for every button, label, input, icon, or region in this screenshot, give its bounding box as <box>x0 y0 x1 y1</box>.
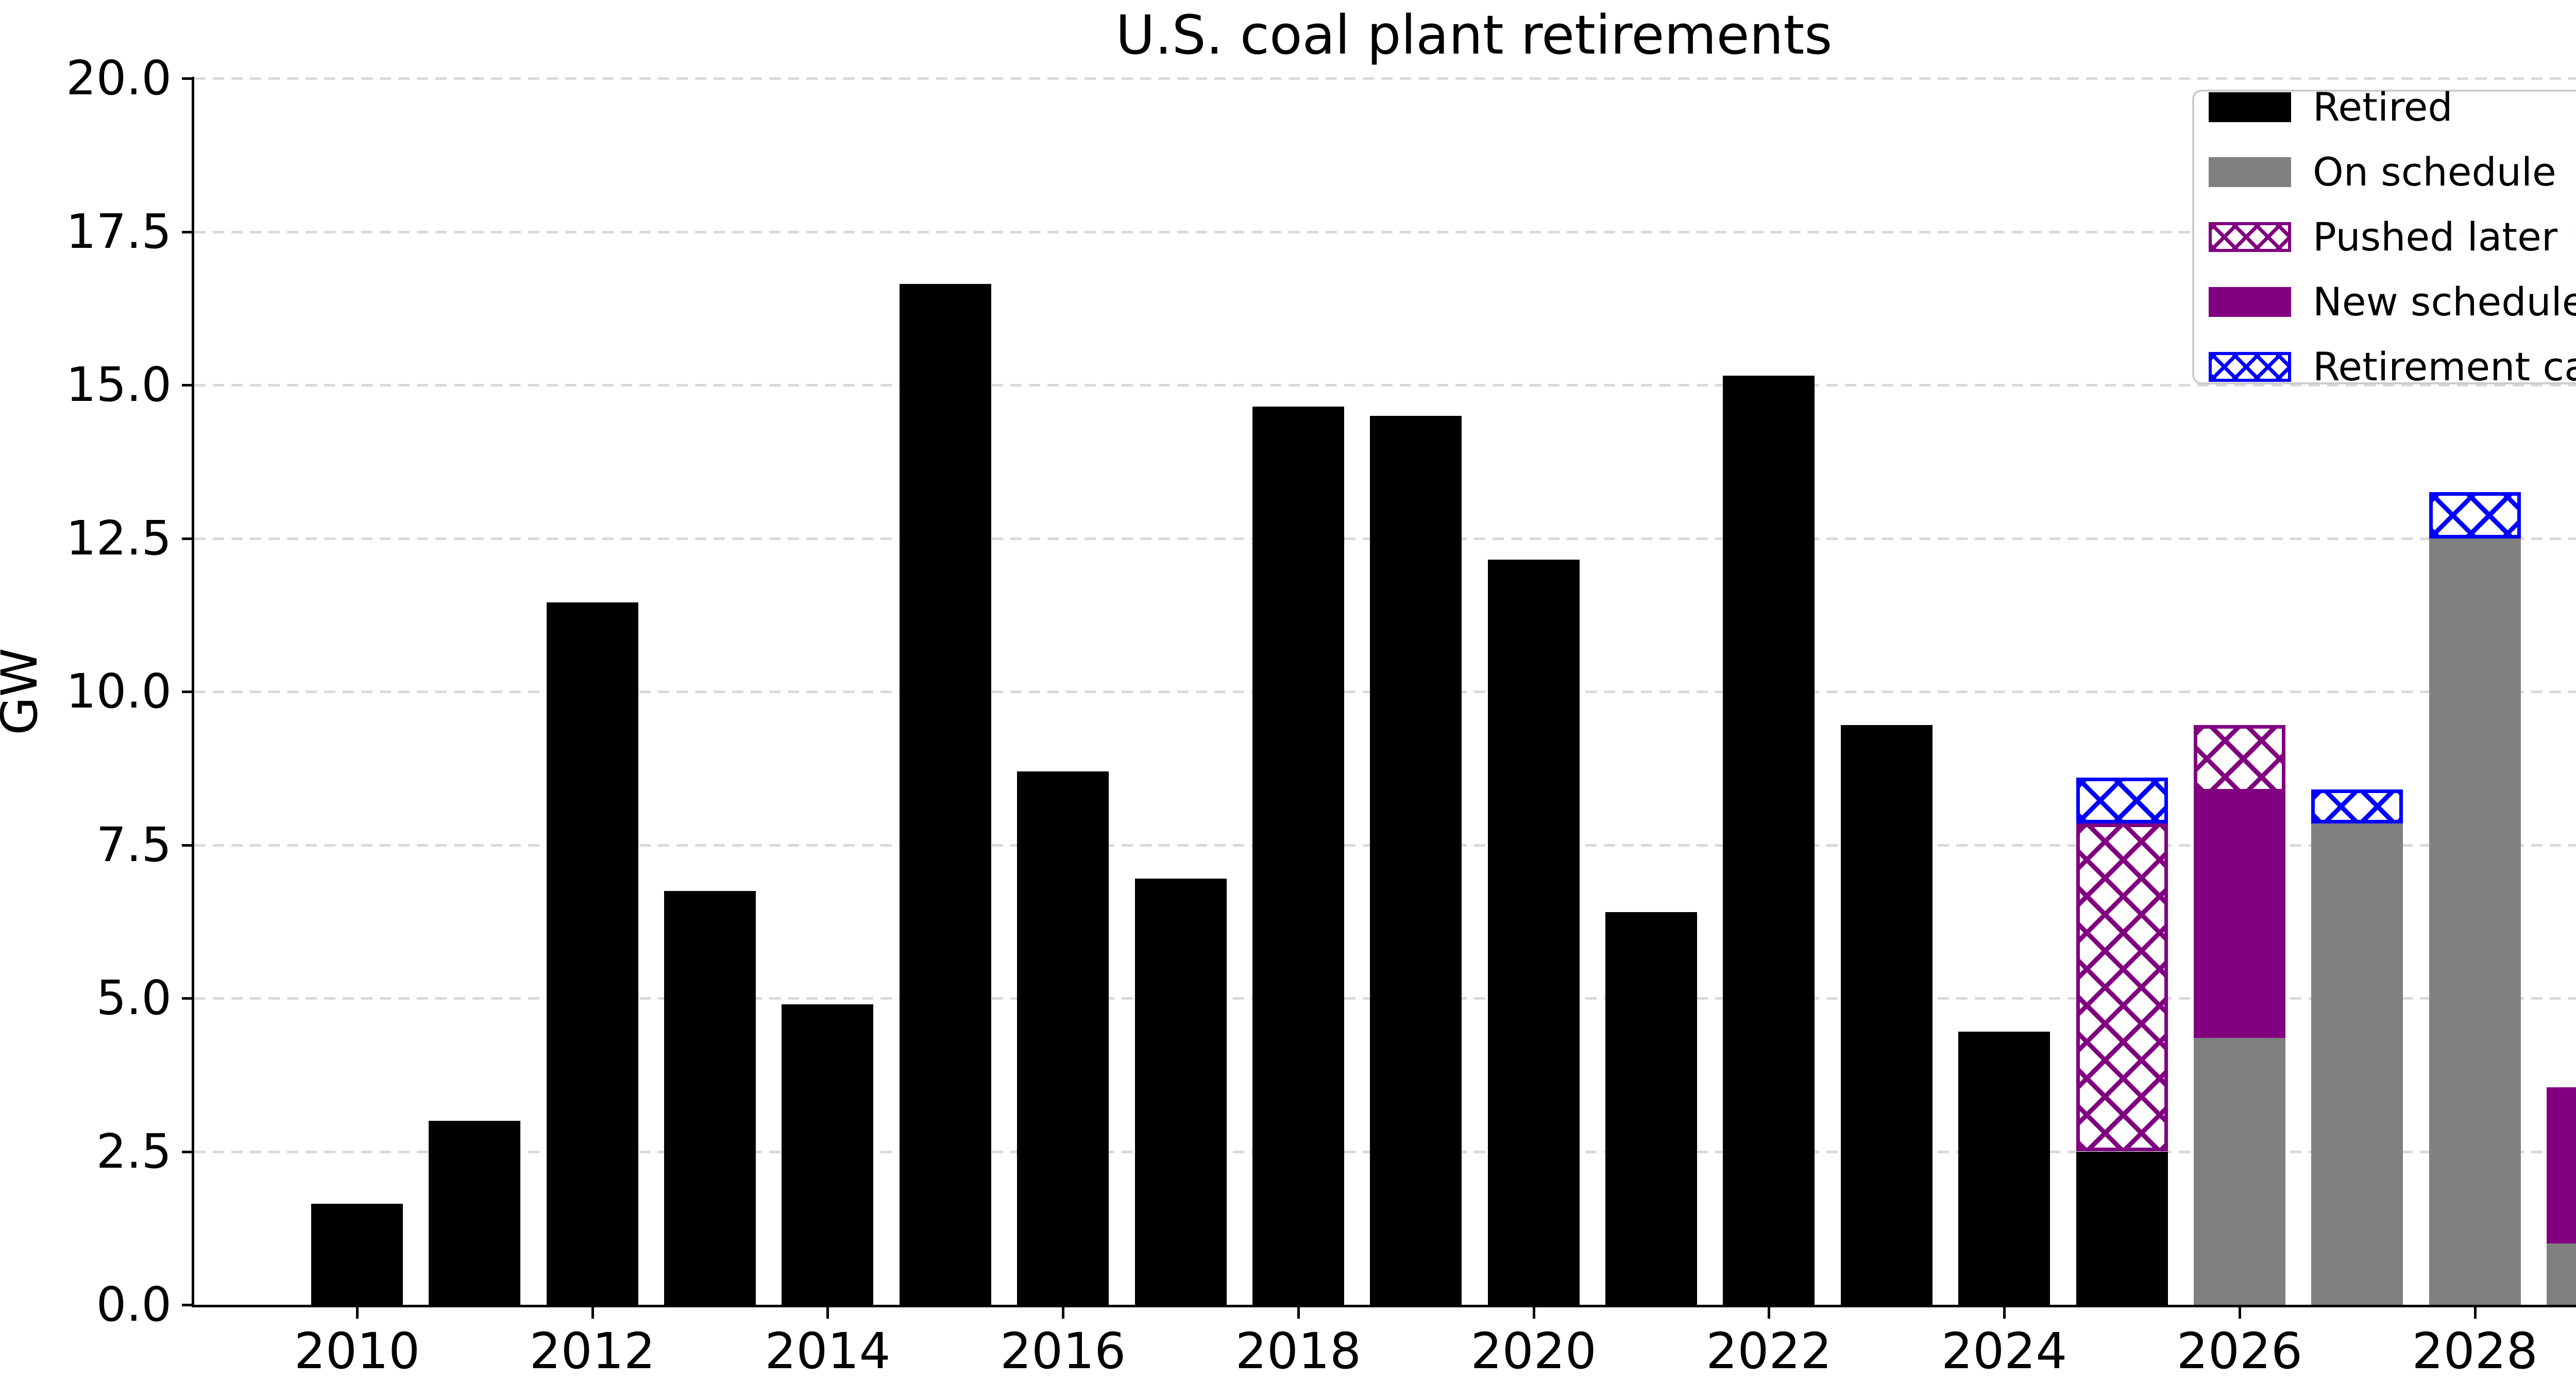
bar-2016-retired <box>1017 771 1109 1305</box>
bar-2021-retired <box>1605 912 1698 1305</box>
x-tick-label: 2016 <box>1000 1322 1126 1380</box>
legend-label: Pushed later <box>2313 214 2558 260</box>
bar-2027-on_schedule <box>2311 823 2403 1305</box>
x-tick-mark <box>826 1306 829 1319</box>
x-tick-label: 2010 <box>294 1322 420 1380</box>
legend: Retired On schedule Pushed later New schedu… <box>2192 88 2576 386</box>
bar-2013-retired <box>664 890 756 1305</box>
y-tick-mark <box>182 844 194 847</box>
legend-swatch-cancelled <box>2209 352 2291 382</box>
legend-item-pushed_later: Pushed later <box>2209 217 2576 257</box>
bar-2010-retired <box>311 1203 403 1305</box>
chart-title: U.S. coal plant retirements <box>1115 4 1833 66</box>
bar-2029-on_schedule <box>2547 1243 2576 1305</box>
bar-2028-cancelled <box>2429 492 2521 538</box>
gridline-y-15.0 <box>194 384 2576 386</box>
bar-2017-retired <box>1134 878 1227 1305</box>
x-tick-label: 2014 <box>765 1322 891 1380</box>
x-tick-mark <box>2473 1306 2477 1319</box>
x-tick-mark <box>1768 1306 1771 1319</box>
y-axis-line <box>192 77 194 1307</box>
x-tick-label: 2018 <box>1235 1322 1362 1380</box>
bar-2026-new_schedule <box>2193 793 2285 1038</box>
legend-label: On schedule <box>2313 149 2556 195</box>
bar-2027-cancelled <box>2311 789 2403 823</box>
y-tick-label: 15.0 <box>66 357 172 412</box>
y-tick-label: 5.0 <box>96 970 172 1025</box>
y-tick-label: 12.5 <box>66 510 172 566</box>
x-tick-label: 2020 <box>1470 1322 1597 1380</box>
x-tick-label: 2026 <box>2176 1322 2303 1380</box>
legend-label: New schedule <box>2313 279 2576 325</box>
legend-swatch-on_schedule <box>2209 157 2291 187</box>
y-tick-mark <box>182 997 194 1000</box>
gridline-y-20.0 <box>194 77 2576 80</box>
y-tick-mark <box>182 384 194 386</box>
y-tick-mark <box>182 230 194 233</box>
bar-2022-retired <box>1723 376 1815 1305</box>
legend-item-on_schedule: On schedule <box>2209 153 2576 192</box>
bar-2019-retired <box>1370 415 1462 1305</box>
x-tick-mark <box>2003 1306 2006 1319</box>
x-tick-mark <box>356 1306 359 1319</box>
bar-2018-retired <box>1252 406 1344 1305</box>
legend-item-cancelled: Retirement cancelled <box>2209 347 2576 386</box>
y-tick-mark <box>182 537 194 540</box>
legend-item-new_schedule: New schedule <box>2209 282 2576 322</box>
bar-2011-retired <box>429 1121 521 1305</box>
legend-label: Retirement cancelled <box>2313 344 2576 390</box>
bar-2014-retired <box>782 1004 874 1305</box>
x-tick-mark <box>591 1306 594 1319</box>
legend-swatch-retired <box>2209 92 2291 122</box>
y-tick-label: 7.5 <box>96 817 172 872</box>
y-tick-mark <box>182 77 194 80</box>
x-tick-mark <box>1062 1306 1065 1319</box>
bar-2025-pushed_later <box>2076 823 2168 1152</box>
bar-2024-retired <box>1958 1032 2050 1305</box>
bar-2023-retired <box>1840 725 1933 1305</box>
y-tick-label: 0.0 <box>96 1277 172 1332</box>
x-tick-mark <box>2238 1306 2241 1319</box>
bar-2020-retired <box>1487 560 1580 1305</box>
legend-item-retired: Retired <box>2209 88 2576 127</box>
y-tick-label: 17.5 <box>66 204 172 259</box>
x-tick-label: 2012 <box>529 1322 655 1380</box>
bar-2029-new_schedule <box>2547 1087 2576 1243</box>
x-tick-label: 2022 <box>1706 1322 1832 1380</box>
legend-swatch-pushed_later <box>2209 222 2291 252</box>
bar-2028-on_schedule <box>2429 538 2521 1305</box>
gridline-y-17.5 <box>194 230 2576 233</box>
bar-2015-retired <box>899 283 991 1305</box>
y-tick-mark <box>182 691 194 693</box>
x-tick-label: 2028 <box>2412 1322 2538 1380</box>
y-tick-label: 2.5 <box>96 1123 172 1179</box>
bar-2025-retired <box>2076 1151 2168 1305</box>
y-tick-mark <box>182 1304 194 1306</box>
y-tick-label: 10.0 <box>66 664 172 719</box>
x-axis-line <box>192 1305 2576 1307</box>
y-tick-mark <box>182 1150 194 1153</box>
legend-swatch-new_schedule <box>2209 287 2291 317</box>
bar-2026-pushed_later <box>2193 725 2285 793</box>
x-tick-mark <box>1297 1306 1300 1319</box>
bar-2025-cancelled <box>2076 777 2168 823</box>
x-tick-mark <box>1532 1306 1535 1319</box>
bar-2026-on_schedule <box>2193 1038 2285 1305</box>
y-tick-label: 20.0 <box>66 51 172 106</box>
x-tick-label: 2024 <box>1941 1322 2067 1380</box>
legend-label: Retired <box>2313 84 2453 130</box>
bar-2012-retired <box>546 602 638 1305</box>
